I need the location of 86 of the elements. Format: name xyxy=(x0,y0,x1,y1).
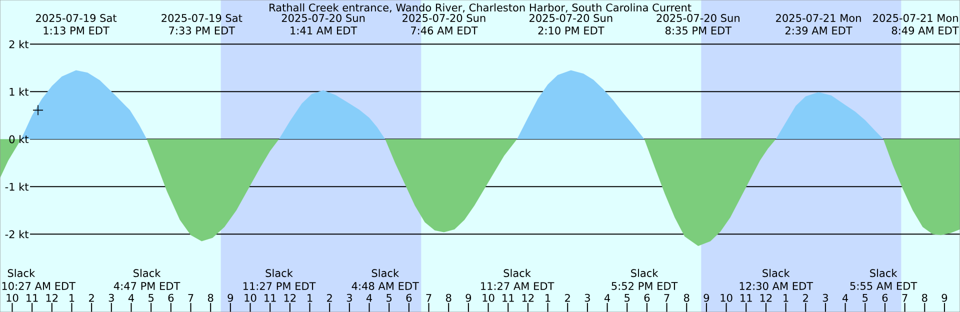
y-tick-label: 0 kt xyxy=(9,135,29,144)
x-tick-label: 9 xyxy=(942,294,948,302)
x-tick-label: 9 xyxy=(228,294,234,302)
x-tick-label: 12 xyxy=(46,294,58,302)
annotation: 8:35 PM EDT xyxy=(666,26,732,34)
annotation: 11:27 AM EDT xyxy=(481,282,554,290)
x-tick-label: 11 xyxy=(740,294,752,302)
x-tick-label: 8 xyxy=(208,294,214,302)
annotation: 4:48 AM EDT xyxy=(352,282,419,290)
annotation: 2025-07-20 Sun xyxy=(656,14,740,22)
x-tick-label: 12 xyxy=(760,294,772,302)
annotation: 5:52 PM EDT xyxy=(612,282,678,290)
x-tick-label: 3 xyxy=(108,294,114,302)
x-tick-label: 2 xyxy=(88,294,94,302)
annotation: 2:10 PM EDT xyxy=(538,26,604,34)
x-tick-label: 10 xyxy=(6,294,18,302)
annotation: 7:46 AM EDT xyxy=(411,26,478,34)
x-tick-label: 3 xyxy=(346,294,352,302)
x-tick-label: 8 xyxy=(922,294,928,302)
x-tick-label: 4 xyxy=(366,294,372,302)
x-tick-label: 5 xyxy=(862,294,868,302)
annotation: 1:41 AM EDT xyxy=(290,26,358,34)
annotation: 2025-07-20 Sun xyxy=(282,14,365,22)
x-tick-label: 1 xyxy=(70,294,74,302)
y-tick-label: 2 kt xyxy=(9,40,29,48)
annotation: Slack xyxy=(372,268,400,278)
x-tick-label: 10 xyxy=(244,294,256,302)
x-tick-label: 1 xyxy=(784,294,788,302)
x-tick-label: 9 xyxy=(466,294,472,302)
annotation: 2025-07-20 Sun xyxy=(530,14,612,22)
y-tick-label: -2 kt xyxy=(5,230,29,238)
annotation: 2025-07-21 Mon xyxy=(873,14,958,22)
x-tick-label: 6 xyxy=(644,294,650,302)
annotation: 12:30 AM EDT xyxy=(740,282,814,290)
x-tick-label: 3 xyxy=(584,294,590,302)
x-tick-label: 7 xyxy=(902,294,908,302)
annotation: 2:39 AM EDT xyxy=(785,26,852,34)
annotation: 1:13 PM EDT xyxy=(44,26,110,34)
x-tick-label: 6 xyxy=(406,294,412,302)
x-tick-label: 5 xyxy=(148,294,154,302)
annotation: 8:49 AM EDT xyxy=(892,26,959,34)
x-tick-label: 8 xyxy=(684,294,690,302)
annotation: Slack xyxy=(762,268,790,278)
x-tick-label: 12 xyxy=(284,294,296,302)
x-tick-label: 7 xyxy=(426,294,432,302)
annotation: 7:33 PM EDT xyxy=(169,26,236,34)
chart-title: Rathall Creek entrance, Wando River, Charleston Harbor, South Carolina Current xyxy=(270,3,692,13)
x-tick-label: 4 xyxy=(128,294,134,302)
annotation: 5:55 AM EDT xyxy=(850,282,918,290)
x-tick-label: 5 xyxy=(386,294,392,302)
x-tick-label: 10 xyxy=(482,294,494,302)
annotation: 11:27 PM EDT xyxy=(243,282,316,290)
x-tick-label: 2 xyxy=(803,294,808,302)
x-tick-label: 9 xyxy=(704,294,710,302)
annotation: Slack xyxy=(870,268,898,278)
x-tick-label: 11 xyxy=(502,294,514,302)
x-tick-label: 2 xyxy=(565,294,570,302)
annotation: 2025-07-20 Sun xyxy=(402,14,486,22)
annotation: Slack xyxy=(504,268,531,278)
x-tick-label: 11 xyxy=(26,294,38,302)
x-tick-label: 7 xyxy=(188,294,194,302)
x-tick-label: 10 xyxy=(720,294,732,302)
annotation: Slack xyxy=(266,268,293,278)
annotation: 2025-07-19 Sat xyxy=(36,14,117,22)
y-tick-label: -1 kt xyxy=(5,182,29,191)
x-tick-label: 1 xyxy=(308,294,312,302)
x-tick-label: 11 xyxy=(264,294,276,302)
annotation: 4:47 PM EDT xyxy=(114,282,180,290)
x-tick-label: 3 xyxy=(822,294,828,302)
x-tick-label: 4 xyxy=(842,294,848,302)
x-tick-label: 8 xyxy=(446,294,452,302)
annotation: 2025-07-19 Sat xyxy=(162,14,242,22)
annotation: Slack xyxy=(134,268,161,278)
x-tick-label: 6 xyxy=(168,294,174,302)
x-tick-label: 4 xyxy=(604,294,610,302)
annotation: Slack xyxy=(8,268,36,278)
annotation: 2025-07-21 Mon xyxy=(776,14,861,22)
y-tick-label: 1 kt xyxy=(10,88,29,96)
annotation: Slack xyxy=(631,268,658,278)
x-tick-label: 7 xyxy=(664,294,670,302)
x-tick-label: 2 xyxy=(327,294,332,302)
x-tick-label: 12 xyxy=(522,294,534,302)
x-tick-label: 5 xyxy=(624,294,630,302)
x-tick-label: 1 xyxy=(546,294,550,302)
annotation: 10:27 AM EDT xyxy=(2,282,76,290)
x-tick-label: 6 xyxy=(882,294,888,302)
